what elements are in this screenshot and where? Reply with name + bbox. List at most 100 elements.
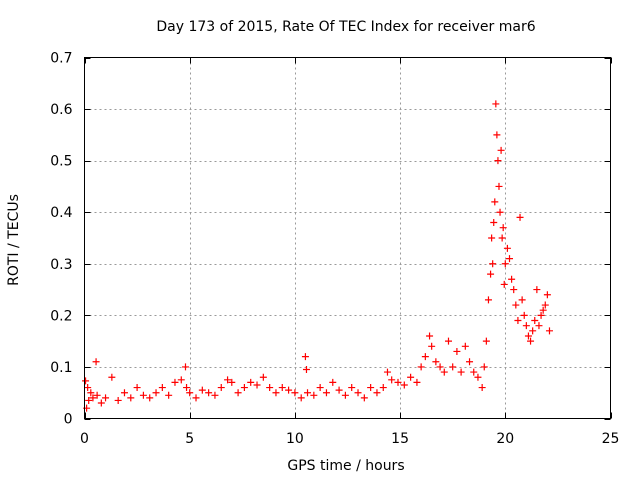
data-point bbox=[426, 332, 434, 340]
data-point bbox=[89, 394, 97, 402]
data-point bbox=[541, 301, 549, 309]
data-point bbox=[428, 342, 436, 350]
data-point bbox=[512, 301, 520, 309]
data-point bbox=[240, 384, 248, 392]
data-point bbox=[348, 384, 356, 392]
data-point bbox=[413, 378, 421, 386]
data-point bbox=[470, 368, 478, 376]
data-point bbox=[85, 396, 93, 404]
data-point bbox=[192, 394, 200, 402]
data-point bbox=[253, 381, 261, 389]
plot-frame bbox=[84, 57, 611, 419]
data-point bbox=[304, 389, 312, 397]
data-point bbox=[108, 373, 116, 381]
data-point bbox=[102, 394, 110, 402]
data-point bbox=[127, 394, 135, 402]
data-point bbox=[266, 384, 274, 392]
data-point bbox=[217, 384, 225, 392]
data-point bbox=[537, 311, 545, 319]
data-point bbox=[480, 363, 488, 371]
data-point bbox=[466, 358, 474, 366]
data-point bbox=[495, 182, 503, 190]
data-point bbox=[484, 296, 492, 304]
data-point bbox=[335, 386, 343, 394]
data-point bbox=[171, 378, 179, 386]
data-point bbox=[379, 384, 387, 392]
data-point bbox=[543, 291, 551, 299]
data-point bbox=[297, 394, 305, 402]
data-point bbox=[234, 389, 242, 397]
data-point bbox=[354, 389, 362, 397]
data-point bbox=[496, 208, 504, 216]
axis-ticks bbox=[84, 57, 612, 420]
data-point bbox=[489, 260, 497, 268]
data-point bbox=[527, 337, 535, 345]
data-point bbox=[514, 317, 522, 325]
y-tick-label: 0.1 bbox=[50, 360, 72, 376]
data-point bbox=[97, 399, 105, 407]
data-point bbox=[488, 234, 496, 242]
x-tick-label: 5 bbox=[185, 431, 194, 447]
data-point bbox=[165, 391, 173, 399]
data-point bbox=[158, 384, 166, 392]
data-point bbox=[539, 306, 547, 314]
data-point bbox=[133, 384, 141, 392]
data-point bbox=[183, 384, 191, 392]
data-point bbox=[177, 376, 185, 384]
data-point bbox=[228, 378, 236, 386]
data-point bbox=[440, 368, 448, 376]
data-point bbox=[278, 384, 286, 392]
data-point bbox=[492, 100, 500, 108]
data-point bbox=[503, 244, 511, 252]
y-tick-label: 0 bbox=[64, 412, 73, 428]
data-point bbox=[461, 342, 469, 350]
data-point bbox=[400, 381, 408, 389]
data-point bbox=[487, 270, 495, 278]
data-point bbox=[316, 384, 324, 392]
data-point bbox=[87, 389, 95, 397]
data-point bbox=[247, 378, 255, 386]
data-point bbox=[93, 391, 101, 399]
data-point bbox=[500, 280, 508, 288]
data-point bbox=[501, 260, 509, 268]
y-tick-label: 0.2 bbox=[50, 308, 72, 324]
data-point bbox=[482, 337, 490, 345]
data-point bbox=[499, 224, 507, 232]
data-point bbox=[373, 389, 381, 397]
data-point bbox=[224, 376, 232, 384]
data-point bbox=[146, 394, 154, 402]
grid bbox=[84, 57, 611, 419]
data-point bbox=[211, 391, 219, 399]
data-point bbox=[444, 337, 452, 345]
x-tick-label: 10 bbox=[286, 431, 304, 447]
data-point bbox=[478, 384, 486, 392]
data-point bbox=[498, 234, 506, 242]
data-point bbox=[531, 317, 539, 325]
data-point bbox=[181, 363, 189, 371]
data-point bbox=[82, 377, 90, 385]
data-point bbox=[421, 353, 429, 361]
y-tick-label: 0.6 bbox=[50, 102, 72, 118]
x-tick-label: 20 bbox=[496, 431, 514, 447]
data-point bbox=[407, 373, 415, 381]
data-point bbox=[114, 396, 122, 404]
data-point bbox=[84, 384, 92, 392]
data-point bbox=[302, 366, 310, 374]
data-point bbox=[291, 389, 299, 397]
y-tick-label: 0.7 bbox=[50, 51, 72, 67]
data-point bbox=[535, 322, 543, 330]
data-point bbox=[490, 219, 498, 227]
data-point bbox=[493, 131, 501, 139]
data-point bbox=[529, 327, 537, 335]
y-tick-label: 0.5 bbox=[50, 154, 72, 170]
data-point bbox=[360, 394, 368, 402]
data-point bbox=[272, 389, 280, 397]
data-point bbox=[453, 347, 461, 355]
data-point bbox=[520, 311, 528, 319]
x-axis-label: GPS time / hours bbox=[287, 458, 404, 474]
data-point bbox=[139, 391, 147, 399]
data-point bbox=[417, 363, 425, 371]
y-tick-label: 0.3 bbox=[50, 257, 72, 273]
data-point bbox=[508, 275, 516, 283]
